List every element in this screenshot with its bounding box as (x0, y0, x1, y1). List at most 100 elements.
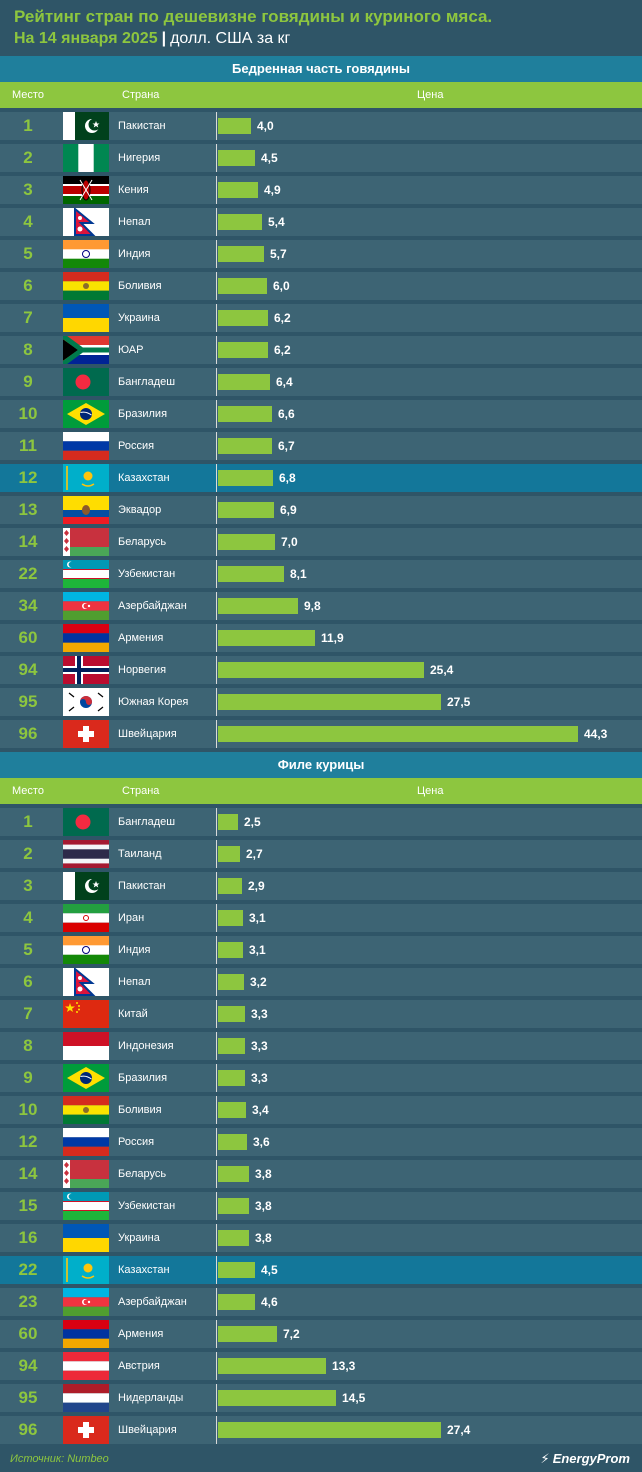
country-label: Казахстан (118, 472, 170, 484)
bar (218, 910, 243, 926)
country-label: Индия (118, 944, 151, 956)
value-label: 2,9 (248, 879, 265, 893)
rank-label: 3 (23, 180, 33, 199)
value-label: 3,3 (251, 1039, 268, 1053)
country-label: Южная Корея (118, 696, 189, 708)
flag-icon-cn (63, 1000, 109, 1028)
bar (218, 342, 268, 358)
bar (218, 214, 262, 230)
table-row: 5 Индия 5,7 (0, 240, 642, 268)
rank-label: 5 (23, 244, 33, 263)
logo-text: EnergyProm (552, 1451, 630, 1466)
flag-icon-uz (63, 1192, 109, 1220)
rank-label: 22 (18, 564, 38, 583)
rank-label: 2 (23, 844, 33, 863)
bar (218, 406, 272, 422)
rank-label: 94 (18, 660, 38, 679)
bar (218, 534, 275, 550)
axis-line (216, 432, 217, 460)
beef-section: Бедренная часть говядины Место Страна Це… (0, 56, 642, 752)
flag-icon-kz (63, 464, 109, 492)
country-label: Пакистан (118, 880, 166, 892)
axis-line (216, 336, 217, 364)
axis-line (216, 1288, 217, 1316)
bar (218, 1390, 336, 1406)
flag-icon-kr (63, 688, 109, 716)
section-title: Бедренная часть говядины (0, 56, 642, 82)
flag-icon-by (63, 528, 109, 556)
table-row: 13 Эквадор 6,9 (0, 496, 642, 524)
value-label: 44,3 (584, 727, 608, 741)
flag-icon-az (63, 592, 109, 620)
beef-rows: 1 Пакистан 4,0 2 Нигерия 4,5 3 Кения 4,9 4 Непал 5,… (0, 112, 642, 748)
value-label: 7,2 (283, 1327, 300, 1341)
logo: ⚡ EnergyProm (541, 1451, 630, 1467)
flag-icon-at (63, 1352, 109, 1380)
bar (218, 942, 243, 958)
bar (218, 278, 267, 294)
country-label: Азербайджан (118, 600, 187, 612)
flag-icon-bd (63, 808, 109, 836)
table-row: 95 Южная Корея 27,5 (0, 688, 642, 716)
table-row: 14 Беларусь 7,0 (0, 528, 642, 556)
value-label: 4,6 (261, 1295, 278, 1309)
table-row: 7 Украина 6,2 (0, 304, 642, 332)
country-label: Бразилия (118, 1072, 168, 1084)
country-label: Иран (118, 912, 145, 924)
bar (218, 846, 240, 862)
value-label: 6,7 (278, 439, 295, 453)
axis-line (216, 592, 217, 620)
flag-icon-ng (63, 144, 109, 172)
source-label: Источник: (10, 1453, 65, 1465)
bar (218, 1294, 255, 1310)
bar (218, 1230, 249, 1246)
value-label: 6,6 (278, 407, 295, 421)
table-row: 95 Нидерланды 14,5 (0, 1384, 642, 1412)
axis-line (216, 872, 217, 900)
table-row: 15 Узбекистан 3,8 (0, 1192, 642, 1220)
axis-line (216, 1096, 217, 1124)
column-country: Страна (122, 785, 160, 797)
bar (218, 630, 315, 646)
axis-line (216, 464, 217, 492)
axis-line (216, 1032, 217, 1060)
axis-line (216, 656, 217, 684)
country-label: Украина (118, 312, 160, 324)
country-label: ЮАР (118, 344, 144, 356)
value-label: 4,0 (257, 119, 274, 133)
separator: | (161, 30, 167, 47)
axis-line (216, 304, 217, 332)
axis-line (216, 1064, 217, 1092)
country-label: Россия (118, 1136, 155, 1148)
axis-line (216, 1320, 217, 1348)
value-label: 3,1 (249, 943, 266, 957)
value-label: 6,4 (276, 375, 293, 389)
table-row: 1 Пакистан 4,0 (0, 112, 642, 140)
country-label: Австрия (118, 1360, 160, 1372)
value-label: 6,2 (274, 311, 291, 325)
rank-label: 10 (18, 1100, 38, 1119)
value-label: 3,1 (249, 911, 266, 925)
source-name: Numbeo (67, 1453, 109, 1465)
value-label: 4,5 (261, 151, 278, 165)
axis-line (216, 1000, 217, 1028)
bar (218, 662, 424, 678)
bar (218, 1070, 245, 1086)
source: Источник: Numbeo (10, 1453, 109, 1465)
section-title: Филе курицы (0, 752, 642, 778)
bar (218, 470, 273, 486)
bar (218, 502, 274, 518)
rank-label: 12 (18, 1132, 38, 1151)
axis-line (216, 1160, 217, 1188)
country-label: Китай (118, 1008, 148, 1020)
table-row: 11 Россия 6,7 (0, 432, 642, 460)
axis-line (216, 1384, 217, 1412)
logo-icon: ⚡ (540, 1451, 550, 1466)
axis-line (216, 1224, 217, 1252)
flag-icon-nl (63, 1384, 109, 1412)
flag-icon-ch (63, 720, 109, 748)
bar (218, 1134, 247, 1150)
table-row: 10 Бразилия 6,6 (0, 400, 642, 428)
axis-line (216, 144, 217, 172)
flag-icon-br (63, 400, 109, 428)
